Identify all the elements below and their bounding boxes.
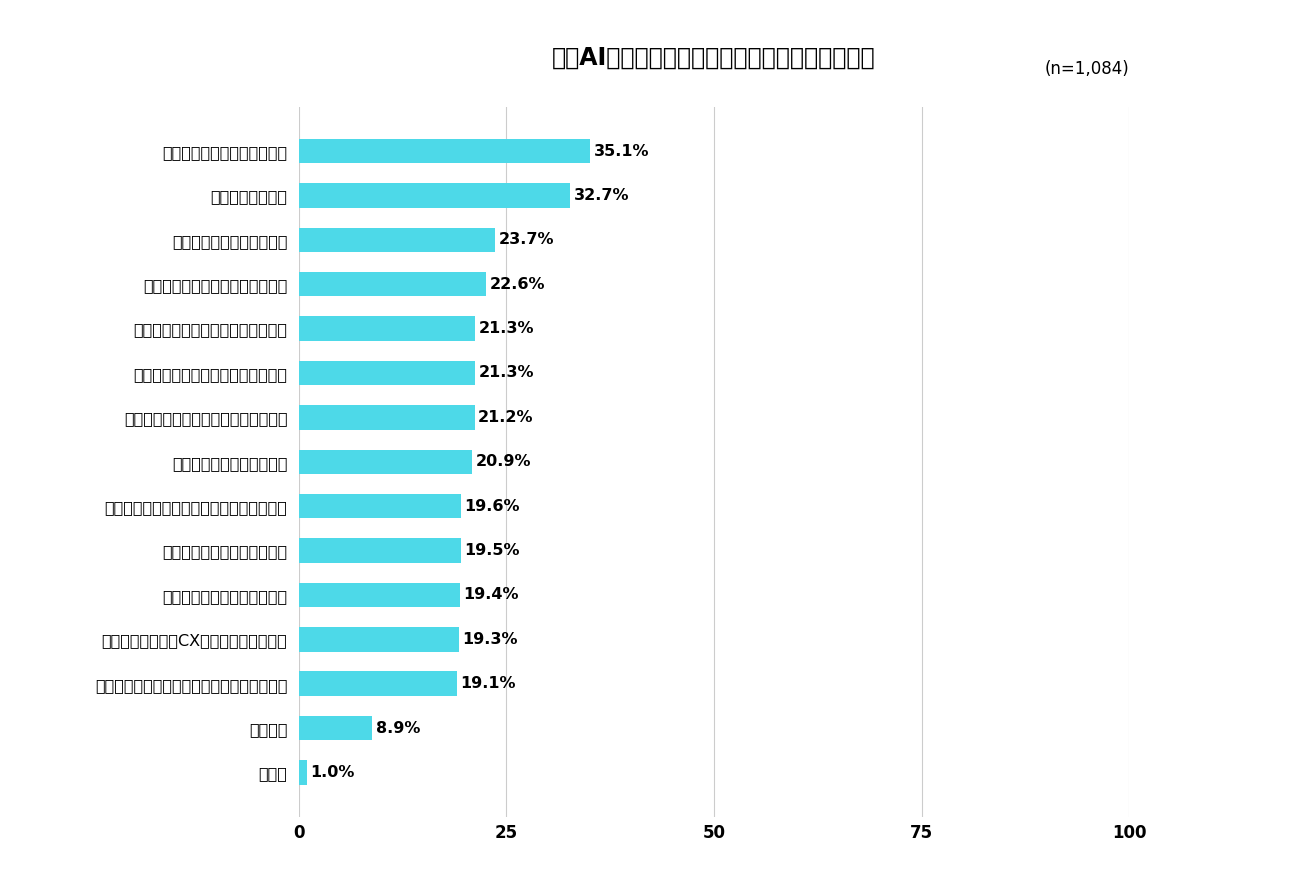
- Text: 32.7%: 32.7%: [574, 188, 630, 203]
- Text: 20.9%: 20.9%: [475, 455, 531, 469]
- Title: 生成AIの使用経験から得られた成果はなんですか: 生成AIの使用経験から得られた成果はなんですか: [552, 46, 876, 70]
- Bar: [299, 139, 591, 163]
- Text: 21.3%: 21.3%: [479, 321, 535, 336]
- Text: 19.5%: 19.5%: [463, 543, 519, 558]
- Bar: [299, 671, 457, 696]
- Bar: [299, 538, 461, 563]
- Bar: [299, 183, 570, 208]
- Text: 19.4%: 19.4%: [463, 588, 518, 602]
- Text: 35.1%: 35.1%: [593, 144, 649, 159]
- Bar: [299, 716, 373, 741]
- Text: 23.7%: 23.7%: [498, 233, 554, 248]
- Bar: [299, 227, 496, 252]
- Text: 8.9%: 8.9%: [376, 720, 421, 735]
- Text: 21.2%: 21.2%: [478, 410, 533, 424]
- Bar: [299, 494, 461, 519]
- Bar: [299, 361, 475, 385]
- Bar: [299, 405, 475, 430]
- Text: 1.0%: 1.0%: [310, 765, 354, 780]
- Bar: [299, 449, 472, 474]
- Bar: [299, 583, 459, 607]
- Bar: [299, 316, 475, 341]
- Text: 22.6%: 22.6%: [489, 277, 545, 292]
- Text: 19.3%: 19.3%: [462, 631, 518, 646]
- Bar: [299, 627, 459, 652]
- Bar: [299, 272, 487, 297]
- Text: 21.3%: 21.3%: [479, 366, 535, 380]
- Text: 19.6%: 19.6%: [465, 499, 520, 513]
- Bar: [299, 760, 306, 785]
- Text: (n=1,084): (n=1,084): [1045, 60, 1129, 78]
- Text: 19.1%: 19.1%: [461, 676, 517, 691]
